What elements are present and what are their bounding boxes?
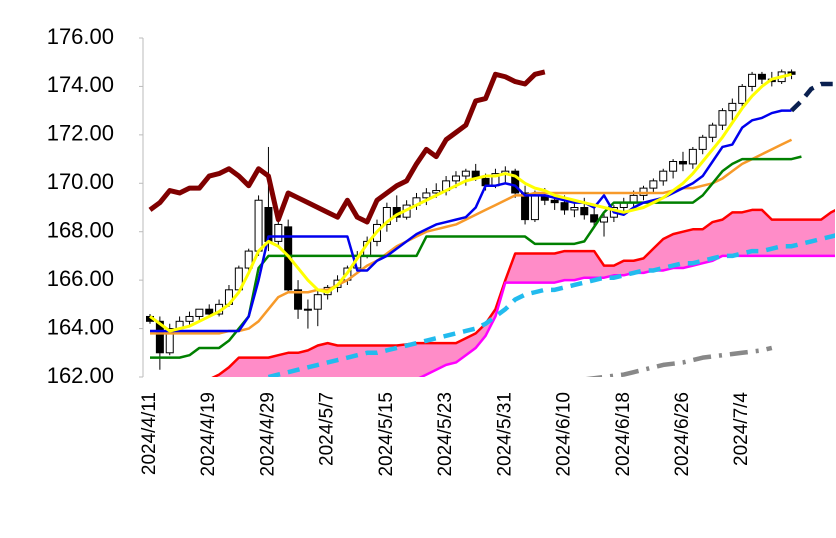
candle-body	[461, 170, 470, 177]
y-tick-label: 170.00	[47, 169, 114, 194]
cloud	[214, 209, 835, 377]
series-line	[150, 155, 802, 359]
x-tick-label: 2024/6/26	[672, 392, 693, 477]
candle-body	[678, 160, 687, 165]
x-tick-label: 2024/6/10	[554, 392, 575, 477]
candle-body	[165, 328, 174, 354]
y-tick-label: 172.00	[47, 121, 114, 146]
candle-body	[590, 214, 599, 223]
candle-body	[530, 194, 539, 221]
candle-body	[718, 110, 727, 126]
plot-area	[146, 69, 835, 377]
series-line	[585, 345, 773, 377]
y-tick-label: 168.00	[47, 218, 114, 243]
candle-body	[274, 223, 283, 242]
candle-body	[550, 199, 559, 204]
candle-body	[195, 308, 204, 317]
axes: 162.00 164.00 166.00 168.00 170.00 172.00 174.…	[47, 24, 753, 477]
series-line	[267, 233, 835, 377]
y-tick-label: 162.00	[47, 363, 114, 388]
x-tick-label: 2024/5/15	[376, 392, 397, 477]
candle-body	[155, 320, 164, 354]
y-tick-label: 164.00	[47, 314, 114, 339]
candle-body	[649, 180, 658, 189]
candle-body	[451, 175, 460, 182]
y-tick-label: 174.00	[47, 72, 114, 97]
candle-body	[659, 170, 668, 182]
series-line	[789, 81, 835, 113]
candle-body	[185, 315, 194, 322]
candle-body	[432, 190, 441, 194]
candle-body	[738, 85, 747, 104]
x-tick-label: 2024/6/18	[613, 392, 634, 477]
candle-body	[570, 207, 579, 211]
series-line	[211, 208, 835, 377]
candle-body	[669, 160, 678, 172]
candle-body	[757, 73, 766, 80]
candle-body	[748, 73, 757, 87]
series-line	[150, 109, 792, 333]
candle-body	[313, 294, 322, 310]
candle-body	[244, 250, 253, 269]
candle-body	[708, 124, 717, 138]
candle-body	[521, 192, 530, 221]
candle-body	[294, 289, 303, 310]
x-tick-label: 2024/5/23	[435, 392, 456, 477]
x-tick-label: 2024/4/19	[198, 392, 219, 477]
y-tick-label: 166.00	[47, 266, 114, 291]
x-tick-label: 2024/7/4	[731, 392, 752, 466]
candle-body	[382, 207, 391, 225]
candle-body	[254, 199, 263, 252]
x-tick-label: 2024/5/7	[317, 392, 338, 466]
x-tick-label: 2024/5/31	[494, 392, 515, 477]
candle-body	[511, 170, 520, 194]
candle-body	[560, 202, 569, 211]
series-line	[149, 72, 792, 333]
y-tick-label: 176.00	[47, 24, 114, 49]
candle-body	[422, 192, 431, 199]
candle-body	[698, 136, 707, 150]
series-line	[148, 69, 546, 225]
x-tick-label: 2024/4/29	[257, 392, 278, 477]
candle-body	[688, 148, 697, 165]
candle-body	[580, 207, 589, 216]
candle-body	[303, 308, 312, 311]
candle-body	[205, 308, 214, 315]
x-tick-label: 2024/4/11	[139, 392, 160, 475]
candle-body	[728, 102, 737, 112]
